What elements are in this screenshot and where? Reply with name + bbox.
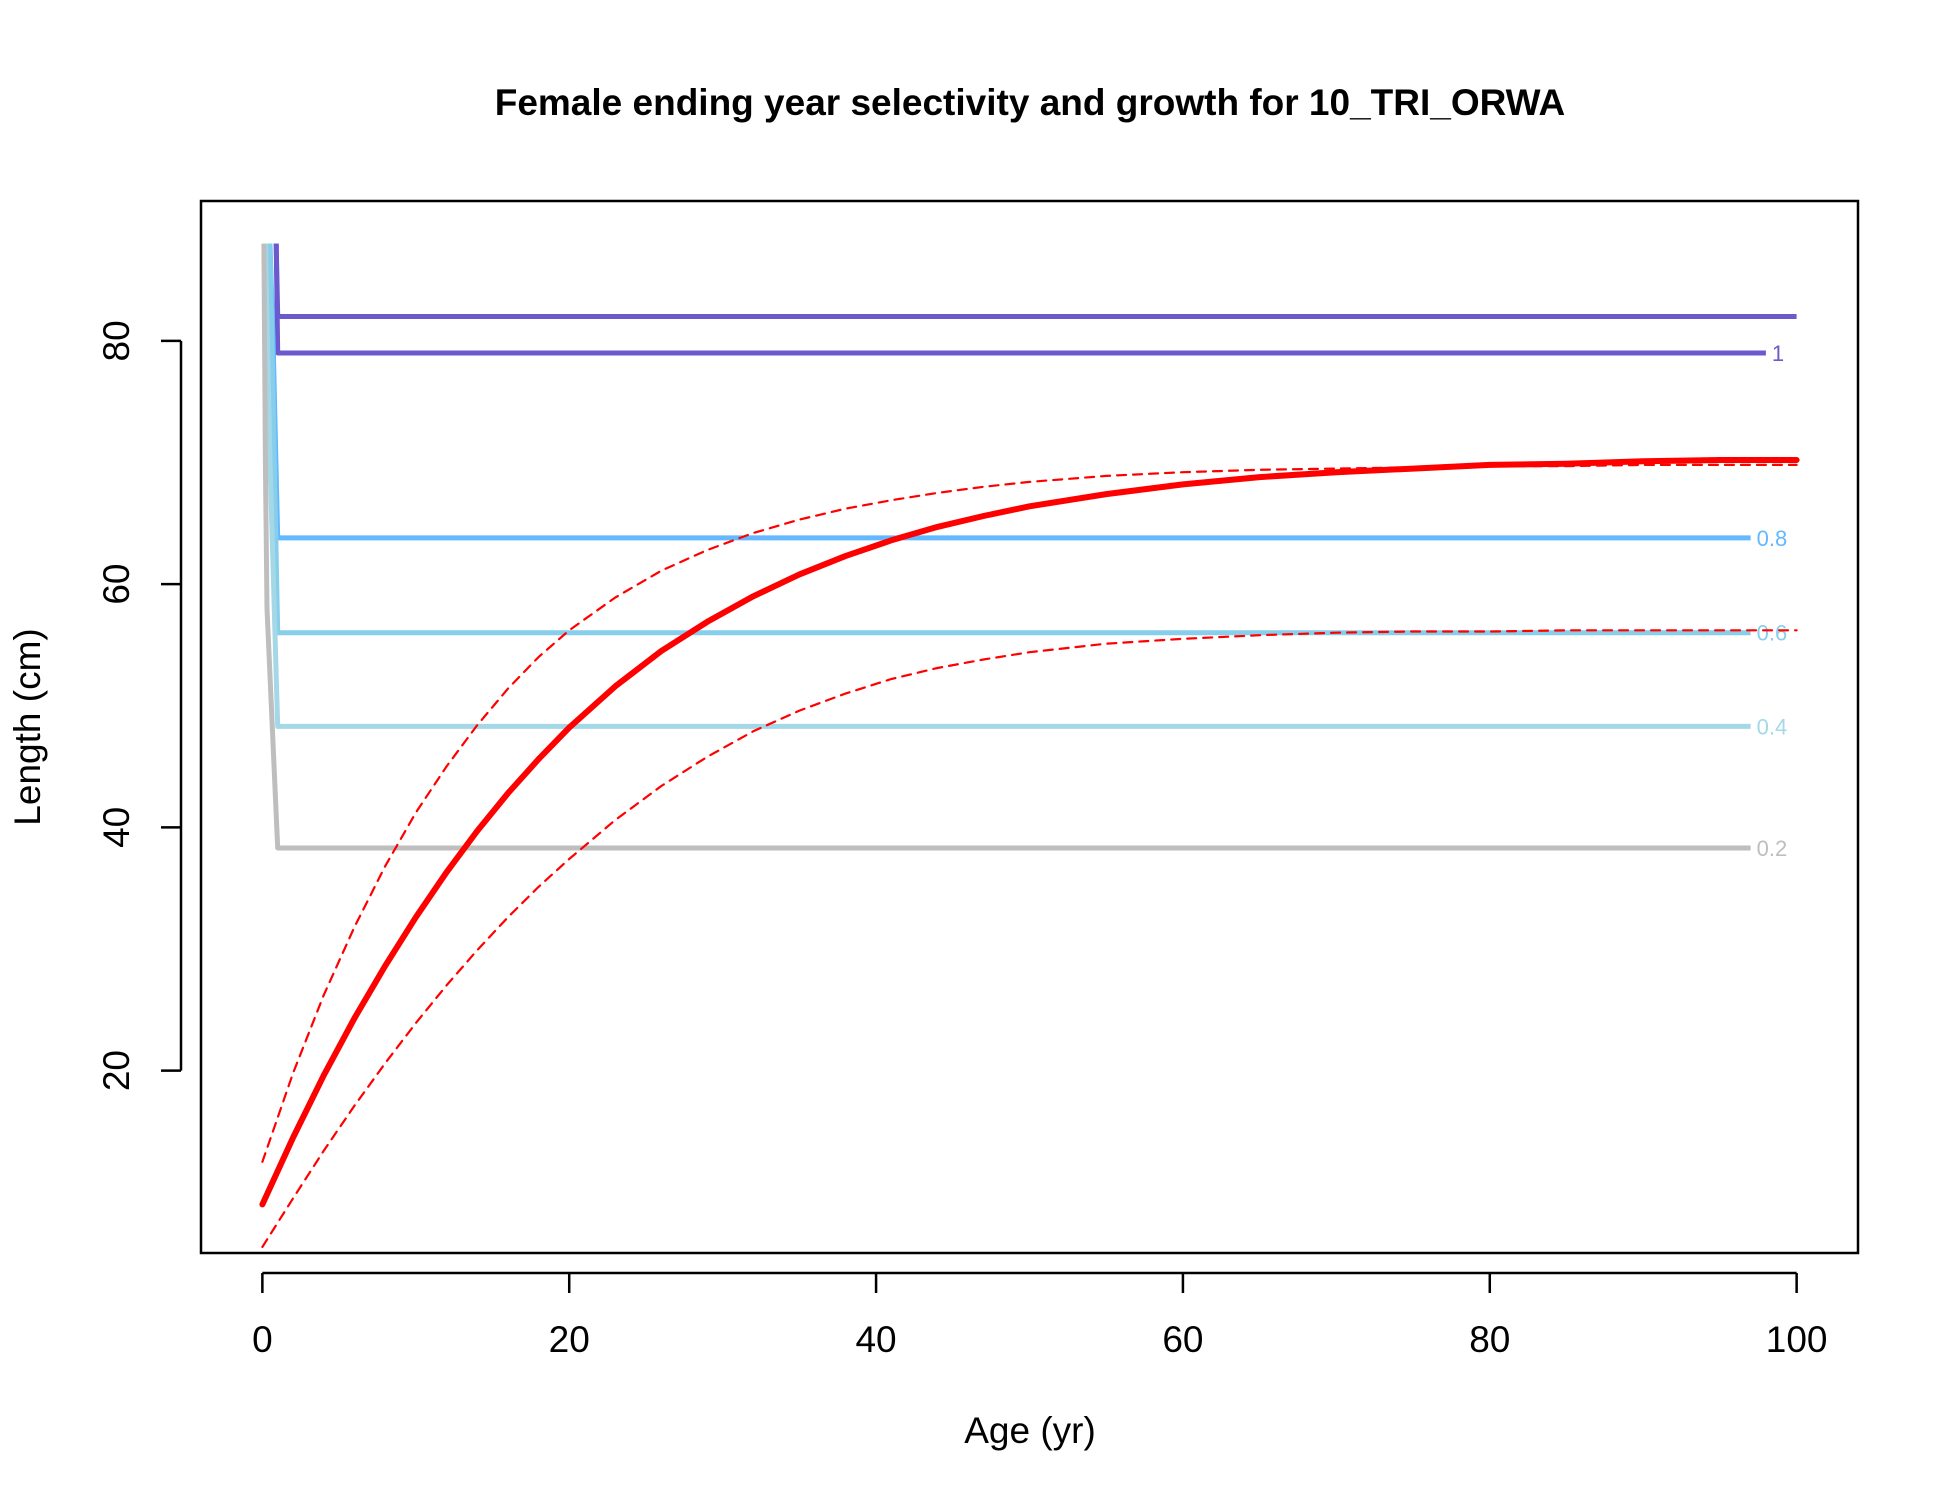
y-tick-label: 20 [96, 1050, 137, 1091]
selectivity-contour-3 [267, 243, 1751, 541]
contour-level-label: 1 [1772, 341, 1784, 366]
x-tick-label: 40 [855, 1319, 896, 1360]
y-axis-label: Length (cm) [7, 628, 48, 825]
chart-title: Female ending year selectivity and growt… [495, 82, 1566, 123]
x-axis-label: Age (yr) [964, 1410, 1096, 1451]
y-axis: 20 40 60 80 [96, 320, 183, 1091]
growth-upper-interval-line [261, 463, 1798, 1163]
y-tick-label: 80 [96, 320, 137, 361]
contour-level-label: 0.6 [1757, 621, 1788, 646]
growth-mean-line [259, 457, 1800, 1208]
x-tick-label: 0 [252, 1319, 273, 1360]
plot-box [199, 199, 1860, 1255]
x-tick-label: 100 [1766, 1319, 1828, 1360]
y-tick-label: 60 [96, 564, 137, 605]
x-tick-label: 60 [1162, 1319, 1203, 1360]
x-tick-label: 20 [549, 1319, 590, 1360]
growth-curves [259, 457, 1800, 1249]
selectivity-contour-1 [273, 243, 1797, 319]
contour-level-label: 0.4 [1757, 714, 1788, 739]
x-tick-label: 80 [1469, 1319, 1510, 1360]
contour-level-label: 0.8 [1757, 526, 1788, 551]
selectivity-contour-2 [273, 243, 1766, 356]
growth-lower-interval-line [261, 629, 1798, 1249]
contour-level-label: 0.2 [1757, 836, 1788, 861]
x-axis: 0 20 40 60 80 100 [252, 1271, 1828, 1360]
selectivity-contour-5 [262, 243, 1751, 729]
selectivity-contour-6 [261, 243, 1751, 851]
selectivity-contour-4 [267, 243, 1751, 636]
y-tick-label: 40 [96, 807, 137, 848]
selectivity-contours: 1 0.8 0.6 0.4 0.2 [261, 243, 1797, 861]
